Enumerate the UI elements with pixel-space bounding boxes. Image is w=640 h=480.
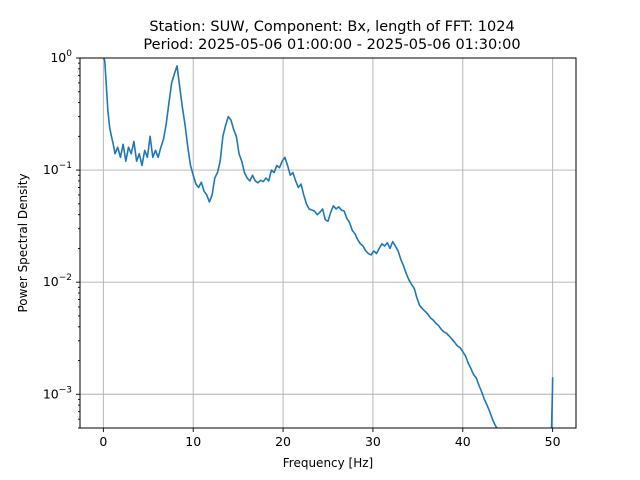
axes-frame (79, 57, 577, 429)
chart-title-line-1: Station: SUW, Component: Bx, length of F… (149, 19, 514, 35)
x-tick-label: 50 (545, 434, 561, 449)
x-tick-label: 0 (99, 434, 107, 449)
chart-title-line-2: Period: 2025-05-06 01:00:00 - 2025-05-06… (143, 37, 520, 53)
psd-series-line (550, 377, 554, 428)
y-tick-label: 10−1 (43, 161, 72, 177)
y-axis: 100 10−1 10−2 10−3 (43, 49, 80, 429)
psd-series-line (103, 58, 498, 428)
x-tick-label: 40 (455, 434, 471, 449)
x-tick-label: 20 (275, 434, 291, 449)
x-axis-label: Frequency [Hz] (283, 456, 374, 470)
x-tick-label: 10 (185, 434, 201, 449)
x-tick-label: 30 (365, 434, 381, 449)
y-tick-label: 10−3 (43, 385, 72, 401)
y-tick-label: 10−2 (43, 273, 72, 289)
y-tick-label: 100 (50, 49, 72, 65)
x-axis: 0 10 20 30 40 50 (99, 428, 561, 449)
y-axis-label: Power Spectral Density (16, 173, 30, 312)
plot-area (103, 58, 554, 428)
